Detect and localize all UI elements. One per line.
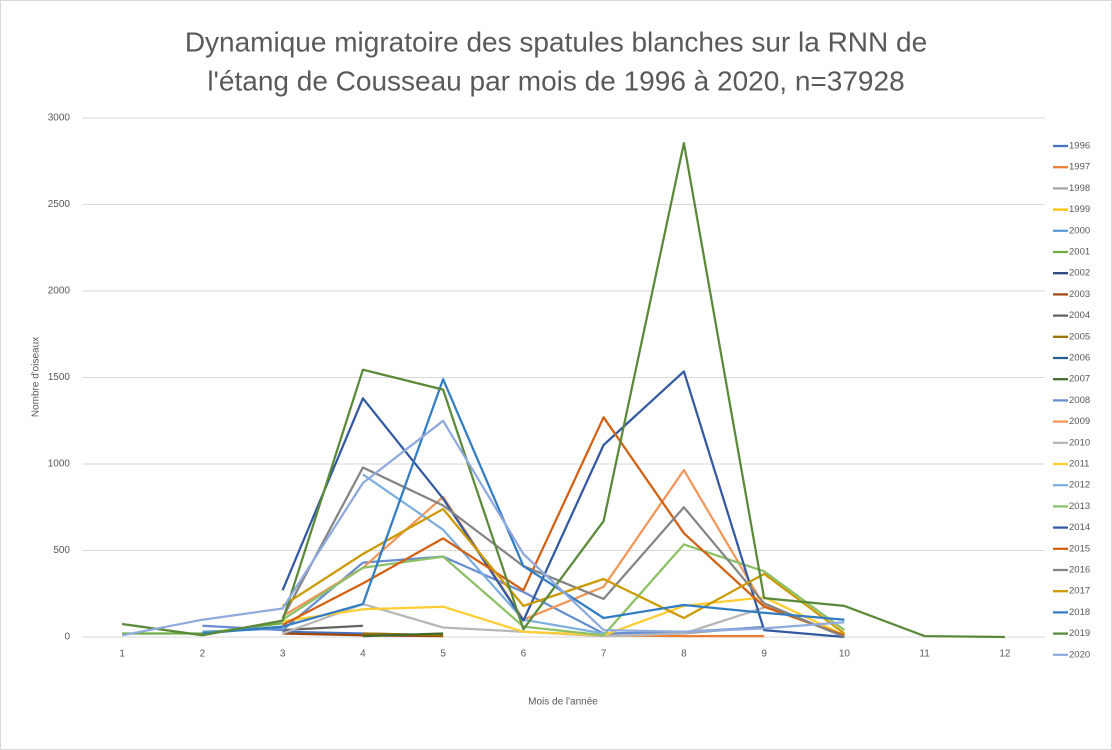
- y-axis-label: Nombre d'oiseaux: [31, 337, 42, 417]
- legend-label: 2019: [1069, 628, 1090, 639]
- series-line: [282, 596, 845, 637]
- legend-label: 2006: [1069, 353, 1090, 364]
- y-tick-label: 2500: [48, 199, 71, 210]
- series-line: [121, 419, 845, 637]
- legend-label: 2018: [1069, 607, 1090, 618]
- chart-title: l'étang de Cousseau par mois de 1996 à 2…: [207, 65, 904, 96]
- series-line: [362, 632, 444, 638]
- x-axis-label: Mois de l'année: [528, 697, 598, 708]
- legend-label: 2000: [1069, 225, 1090, 236]
- legend-label: 2008: [1069, 395, 1090, 406]
- legend-label: 2015: [1069, 543, 1090, 554]
- legend-label: 2013: [1069, 501, 1090, 512]
- legend-label: 2004: [1069, 310, 1090, 321]
- x-tick-label: 6: [521, 649, 527, 660]
- x-tick-label: 12: [999, 649, 1011, 660]
- legend-label: 2005: [1069, 331, 1090, 342]
- legend-label: 2011: [1069, 459, 1089, 470]
- x-tick-label: 8: [681, 649, 687, 660]
- x-tick-label: 3: [280, 649, 286, 660]
- x-tick-label: 5: [440, 649, 446, 660]
- legend-label: 1997: [1069, 162, 1090, 173]
- legend-label: 2017: [1069, 586, 1090, 597]
- chart-title: Dynamique migratoire des spatules blanch…: [185, 26, 927, 57]
- legend-label: 2007: [1069, 374, 1090, 385]
- series-line: [282, 416, 845, 637]
- x-tick-label: 10: [839, 649, 851, 660]
- legend-label: 2001: [1069, 247, 1090, 258]
- legend-label: 2014: [1069, 522, 1090, 533]
- y-tick-label: 0: [64, 632, 70, 643]
- x-tick-label: 7: [601, 649, 607, 660]
- x-tick-label: 1: [119, 649, 125, 660]
- legend-label: 2012: [1069, 480, 1090, 491]
- y-tick-label: 2000: [48, 286, 71, 297]
- x-tick-label: 4: [360, 649, 366, 660]
- legend-label: 2010: [1069, 437, 1090, 448]
- legend-label: 2016: [1069, 565, 1090, 576]
- legend-label: 1998: [1069, 183, 1090, 194]
- legend-label: 2009: [1069, 416, 1090, 427]
- y-tick-label: 1500: [48, 372, 71, 383]
- y-tick-label: 500: [53, 545, 70, 556]
- y-tick-label: 3000: [48, 113, 71, 124]
- x-tick-label: 9: [761, 649, 767, 660]
- legend-label: 2020: [1069, 649, 1090, 660]
- series-line: [202, 378, 845, 635]
- legend-label: 2002: [1069, 268, 1090, 279]
- legend-label: 1999: [1069, 204, 1090, 215]
- x-tick-label: 11: [919, 649, 930, 660]
- x-tick-label: 2: [200, 649, 206, 660]
- legend-label: 1996: [1069, 141, 1090, 152]
- legend-label: 2003: [1069, 289, 1090, 300]
- series-line: [362, 473, 604, 635]
- series-line: [121, 141, 1005, 639]
- y-tick-label: 1000: [48, 459, 71, 470]
